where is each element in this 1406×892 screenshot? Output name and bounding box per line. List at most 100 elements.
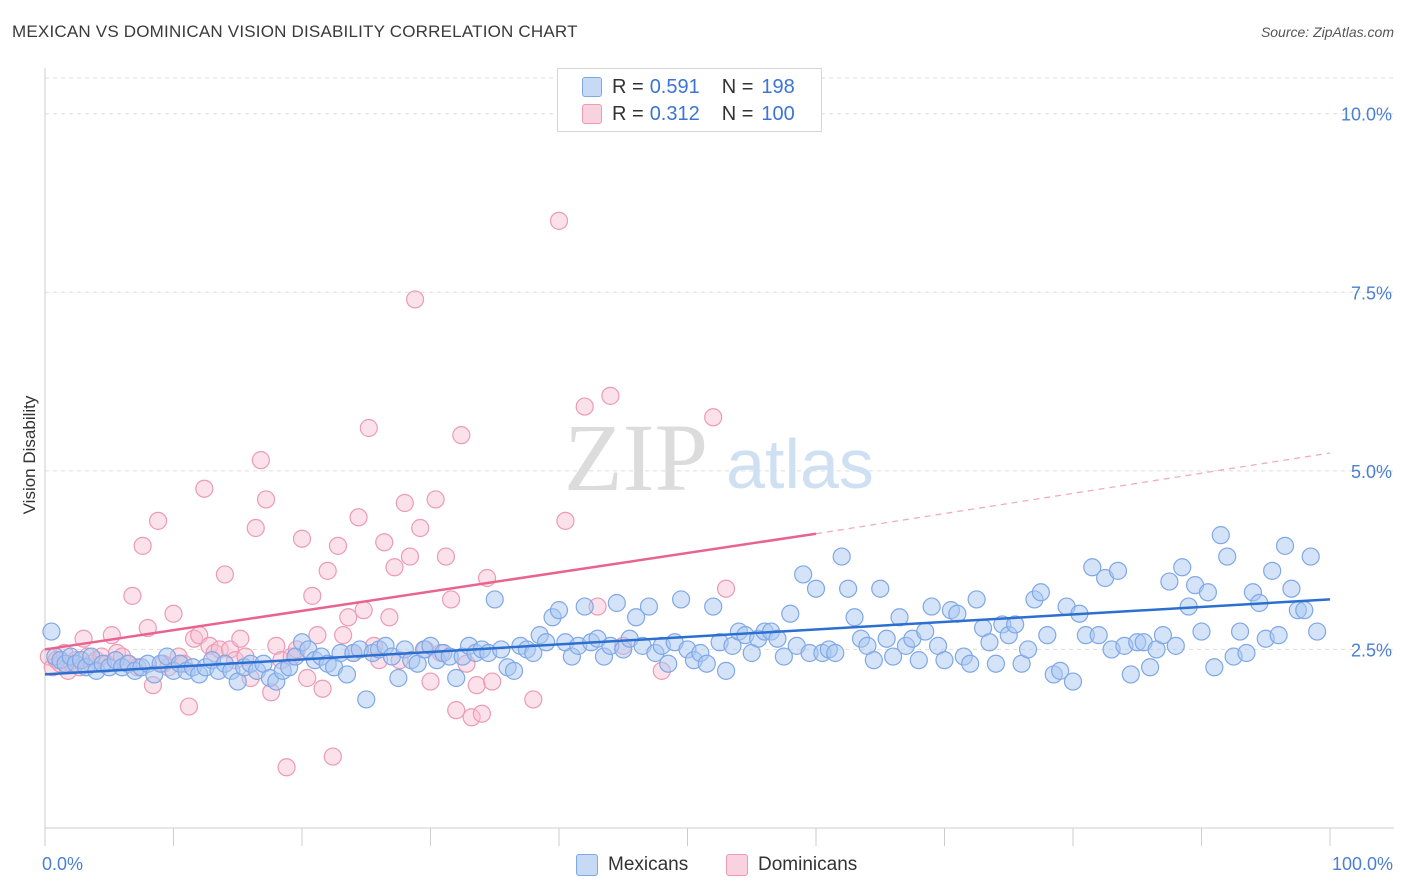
mexicans-point xyxy=(935,651,954,670)
mexicans-point xyxy=(826,643,845,663)
legend-n-value: 198 xyxy=(761,75,795,98)
dominicans-point xyxy=(385,558,404,577)
dominicans-point xyxy=(421,672,440,691)
mexicans-point xyxy=(1263,561,1282,580)
legend-swatch-mexicans xyxy=(582,77,602,97)
mexicans-point xyxy=(524,643,543,663)
mexicans-point xyxy=(1173,558,1192,577)
mexicans-point xyxy=(1108,561,1128,580)
mexicans-point xyxy=(626,608,646,627)
mexicans-point xyxy=(980,633,999,652)
mexicans-point xyxy=(671,590,691,609)
mexicans-point xyxy=(909,651,928,670)
dominicans-point xyxy=(483,672,502,691)
legend-r-value: 0.312 xyxy=(649,102,700,125)
dominicans-point xyxy=(334,626,353,645)
dominicans-point xyxy=(246,518,265,538)
mexicans-point xyxy=(781,604,800,623)
mexicans-point xyxy=(447,668,466,688)
dominicans-point xyxy=(375,533,394,552)
mexicans-point xyxy=(639,597,659,616)
mexicans-point xyxy=(357,690,376,709)
mexicans-point xyxy=(1275,536,1295,555)
dominicans-point xyxy=(447,701,466,720)
mexicans-point xyxy=(337,665,357,684)
bottom-legend-dominicans: Dominicans xyxy=(726,852,857,878)
dominicans-point xyxy=(339,608,358,627)
dominicans-point xyxy=(298,668,317,688)
grid-lines xyxy=(45,77,1394,650)
mexicans-point xyxy=(768,629,787,648)
dominicans-point xyxy=(148,511,168,530)
chart-title: MEXICAN VS DOMINICAN VISION DISABILITY C… xyxy=(12,22,578,41)
mexicans-point xyxy=(1006,615,1025,634)
mexicans-point xyxy=(774,647,793,666)
dominicans-point xyxy=(524,690,543,709)
mexicans-point xyxy=(967,590,986,609)
mexicans-point xyxy=(485,590,504,609)
mexicans-point xyxy=(716,661,736,680)
dominicans-point xyxy=(716,579,736,598)
dominicans-point xyxy=(704,408,723,427)
mexicans-point xyxy=(1295,601,1314,620)
mexicans-point xyxy=(883,647,903,666)
bottom-legend-swatch-mexicans xyxy=(576,854,598,876)
mexicans-point xyxy=(1211,526,1230,545)
mexicans-point xyxy=(1051,661,1070,680)
mexicans-point xyxy=(1038,626,1057,645)
dominicans-trend-line xyxy=(44,532,817,651)
legend-n-label: N = xyxy=(721,75,754,98)
dominicans-point xyxy=(231,629,250,648)
source-label: Source: ZipAtlas.com xyxy=(1260,24,1394,40)
mexicans-point xyxy=(492,640,511,659)
mexicans-point xyxy=(42,622,61,641)
mexicans-point xyxy=(1198,583,1218,602)
x-tick-label: 100.0% xyxy=(1332,854,1393,874)
dominicans-point xyxy=(426,490,445,509)
mexicans-point xyxy=(916,622,935,641)
y-tick-label: 10.0% xyxy=(1341,105,1392,125)
mexicans-point xyxy=(961,654,980,673)
dominicans-point xyxy=(411,518,430,538)
watermark-atlas: atlas xyxy=(726,425,874,503)
dominicans-point xyxy=(164,604,183,623)
legend-n-label: N = xyxy=(721,102,754,125)
dominicans-point xyxy=(267,636,286,655)
bottom-legend-label-mexicans: Mexicans xyxy=(608,854,689,875)
mexicans-point xyxy=(549,601,569,620)
mexicans-point xyxy=(1018,640,1038,659)
bottom-legend-mexicans: Mexicans xyxy=(576,852,688,878)
mexicans-point xyxy=(806,579,826,598)
legend-r-value: 0.591 xyxy=(649,75,700,98)
dominicans-point xyxy=(452,426,471,445)
dominicans-point xyxy=(215,565,234,584)
mexicans-point xyxy=(871,579,890,598)
legend-r-label: R = xyxy=(612,75,644,98)
dominicans-point xyxy=(323,747,342,766)
mexicans-point xyxy=(1063,672,1083,691)
mexicans-point xyxy=(1031,583,1050,602)
mexicans-point xyxy=(1218,547,1237,566)
dominicans-point xyxy=(308,626,327,645)
mexicans-point xyxy=(504,661,524,680)
dominicans-point xyxy=(400,547,420,566)
dominicans-point xyxy=(292,529,312,548)
mexicans-point xyxy=(659,654,678,673)
mexicans-point xyxy=(1230,622,1250,641)
legend-row-mexicans: R = 0.591 N = 198 xyxy=(582,75,795,99)
mexicans-point xyxy=(986,654,1006,673)
dominicans-point xyxy=(441,590,461,609)
watermark-zip: ZIP xyxy=(564,404,708,511)
dominicans-point xyxy=(195,479,214,498)
legend-row-dominicans: R = 0.312 N = 100 xyxy=(582,102,795,126)
mexicans-point xyxy=(845,608,864,627)
mexicans-point xyxy=(794,565,813,584)
dominicans-point xyxy=(472,704,491,723)
dominicans-point xyxy=(328,536,348,555)
dominicans-point xyxy=(313,679,332,698)
mexicans-point xyxy=(1205,658,1224,677)
legend-n-value: 100 xyxy=(761,102,795,125)
mexicans-point xyxy=(1308,622,1327,641)
axes xyxy=(44,68,1394,846)
